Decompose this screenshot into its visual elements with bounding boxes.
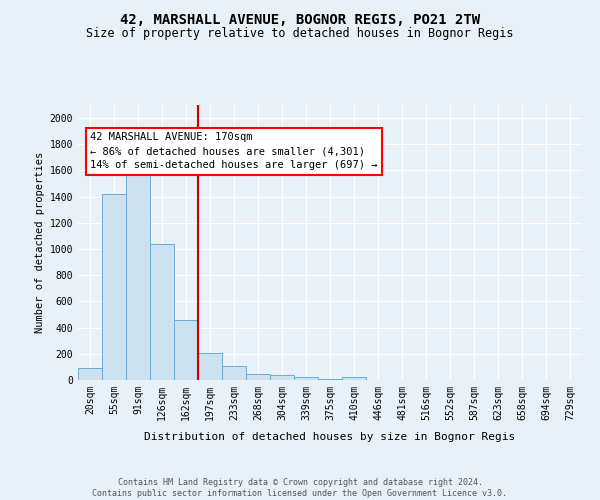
Bar	[174, 320, 198, 380]
Bar	[198, 353, 222, 380]
Bar	[270, 376, 294, 380]
Bar	[222, 366, 246, 380]
Text: 42 MARSHALL AVENUE: 170sqm
← 86% of detached houses are smaller (4,301)
14% of s: 42 MARSHALL AVENUE: 170sqm ← 86% of deta…	[91, 132, 378, 170]
Bar	[246, 374, 270, 380]
Bar	[102, 194, 126, 380]
Bar	[150, 244, 174, 380]
Bar	[318, 378, 342, 380]
Bar	[342, 378, 366, 380]
Y-axis label: Number of detached properties: Number of detached properties	[35, 152, 46, 333]
Bar	[126, 168, 150, 380]
Text: Distribution of detached houses by size in Bognor Regis: Distribution of detached houses by size …	[145, 432, 515, 442]
Text: 42, MARSHALL AVENUE, BOGNOR REGIS, PO21 2TW: 42, MARSHALL AVENUE, BOGNOR REGIS, PO21 …	[120, 12, 480, 26]
Text: Contains HM Land Registry data © Crown copyright and database right 2024.
Contai: Contains HM Land Registry data © Crown c…	[92, 478, 508, 498]
Bar	[294, 378, 318, 380]
Text: Size of property relative to detached houses in Bognor Regis: Size of property relative to detached ho…	[86, 28, 514, 40]
Bar	[78, 368, 102, 380]
